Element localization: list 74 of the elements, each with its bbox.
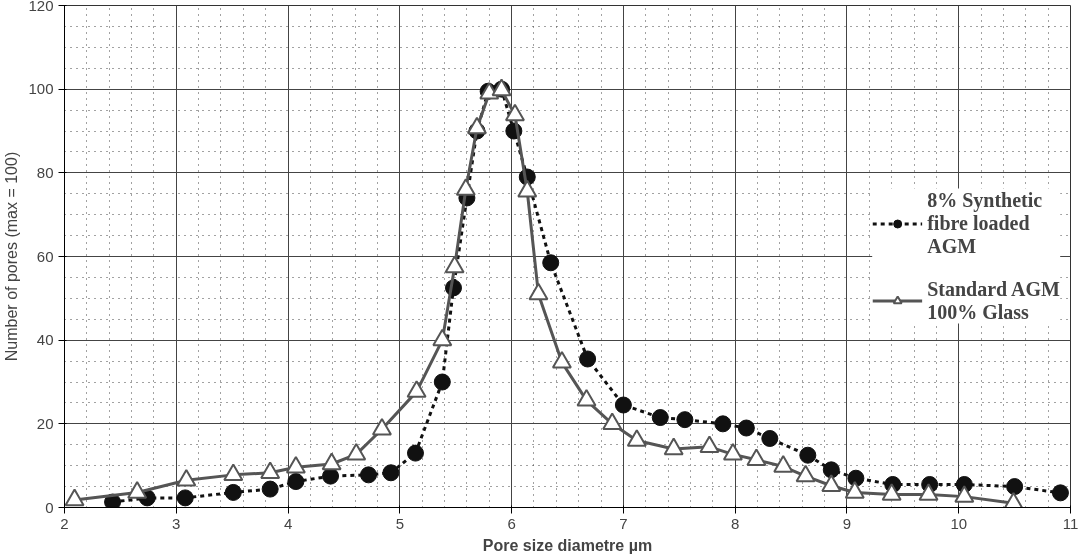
point [517,179,538,198]
point [64,488,85,507]
point [579,350,597,368]
point [844,481,865,499]
y-tick-label: 120 [28,0,54,14]
point [176,468,197,487]
point [444,255,465,274]
point [406,380,427,398]
y-tick-label: 20 [36,414,54,432]
point [651,409,669,427]
point [371,417,392,436]
point [321,452,342,471]
point [176,489,194,507]
point [699,435,720,454]
point [847,469,865,487]
point [822,461,840,479]
x-tick-label: 3 [172,514,181,532]
point [614,396,632,414]
x-tick-label: 2 [60,514,69,532]
point [504,103,525,122]
y-tick-label: 80 [36,163,54,181]
point [602,412,623,431]
point [676,411,694,429]
point [881,483,902,501]
point [542,254,560,272]
point [1051,484,1069,502]
y-tick-label: 60 [36,247,54,265]
point [223,463,244,482]
point [626,429,647,447]
point [455,178,476,196]
point [433,373,451,391]
y-tick-label: 40 [36,331,54,349]
point [821,474,842,492]
x-axis-title: Pore size diametre µm [482,536,653,554]
y-axis-title: Number of pores (max = 100) [3,151,21,362]
point [795,464,816,483]
point [714,415,732,433]
point [576,389,597,407]
point [918,483,939,501]
point [360,466,378,484]
point [285,455,306,474]
x-tick-label: 5 [395,514,405,532]
y-tick-label: 100 [28,80,54,98]
point [722,442,743,461]
x-tick-label: 10 [950,514,968,532]
point [224,483,242,501]
point [287,473,305,491]
point [663,437,684,456]
point [737,419,755,437]
point [260,461,281,479]
legend-label: 8% Synthetic fibre loaded AGM [927,188,1043,258]
point [773,455,794,473]
point [761,429,779,447]
point [382,464,400,482]
x-tick-label: 6 [507,514,516,532]
point [432,328,453,347]
point [799,446,817,464]
point [551,350,572,369]
x-tick-label: 9 [842,514,852,532]
point [406,444,424,462]
y-tick-label: 0 [45,498,54,516]
point [528,282,549,301]
point [261,480,279,498]
legend-label: Standard AGM 100% Glass [927,277,1060,324]
point [466,116,487,135]
x-tick-label: 11 [1062,514,1079,532]
x-tick-label: 8 [731,514,740,532]
point [746,448,767,467]
x-tick-label: 4 [283,514,293,532]
x-tick-label: 7 [619,514,628,532]
point [127,481,148,499]
point [954,485,975,503]
point [346,442,367,461]
point [1006,478,1024,496]
